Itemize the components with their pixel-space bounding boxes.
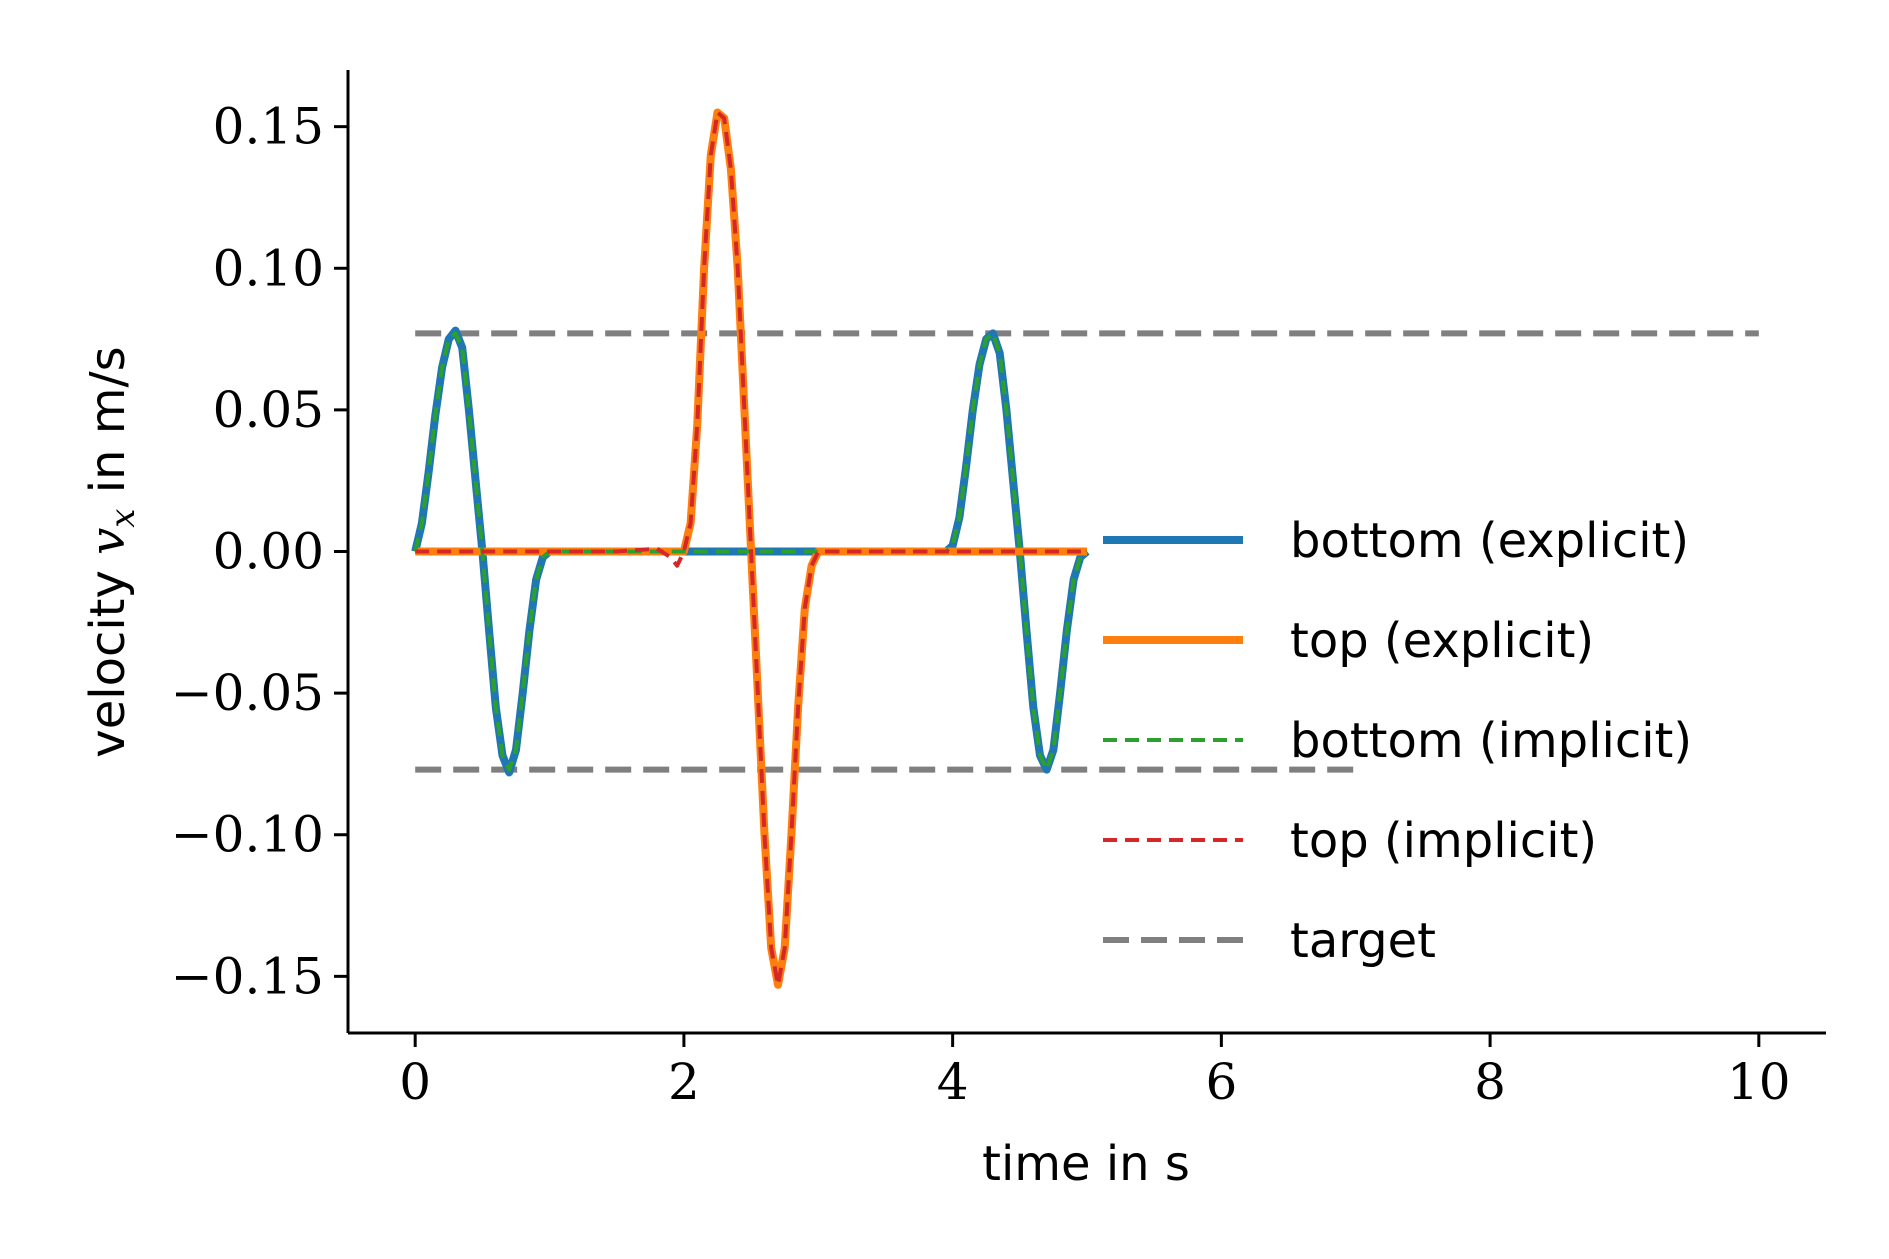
series-line <box>413 331 1089 772</box>
legend-label: top (implicit) <box>1290 813 1597 869</box>
y-axis-label-subscript: x <box>103 509 143 528</box>
y-tick-label: 0.00 <box>213 523 324 581</box>
series-line <box>415 108 1087 989</box>
x-tick-label: 10 <box>1727 1053 1791 1111</box>
legend-label: bottom (implicit) <box>1290 713 1692 769</box>
y-axis-label: velocity vx in m/s <box>80 346 143 757</box>
legend-label: top (explicit) <box>1290 613 1594 669</box>
y-tick-label: −0.10 <box>171 806 324 864</box>
y-ticks: −0.15 −0.10 −0.05 0.00 0.05 0.10 0.15 <box>171 98 348 1005</box>
series-line <box>415 110 1087 987</box>
legend-label: bottom (explicit) <box>1290 513 1689 569</box>
x-axis-label: time in s <box>982 1136 1190 1192</box>
plot-lines <box>411 108 1759 989</box>
y-axis-label-variable: v <box>80 528 136 555</box>
y-tick-label: 0.05 <box>213 381 324 439</box>
y-tick-label: −0.05 <box>171 664 324 722</box>
y-tick-label: 0.15 <box>213 98 324 156</box>
x-tick-label: 4 <box>937 1053 969 1111</box>
x-tick-label: 6 <box>1205 1053 1237 1111</box>
y-axis-label-prefix: velocity <box>80 555 136 758</box>
x-tick-label: 0 <box>399 1053 431 1111</box>
x-ticks: 0 2 4 6 8 10 <box>399 1033 1791 1111</box>
y-tick-label: 0.10 <box>213 239 324 297</box>
y-tick-label: −0.15 <box>171 947 324 1005</box>
y-axis-label-suffix: in m/s <box>80 346 136 508</box>
x-tick-label: 8 <box>1474 1053 1506 1111</box>
x-tick-label: 2 <box>668 1053 700 1111</box>
legend: bottom (explicit) top (explicit) bottom (i… <box>1103 513 1692 969</box>
legend-label: target <box>1290 913 1436 969</box>
